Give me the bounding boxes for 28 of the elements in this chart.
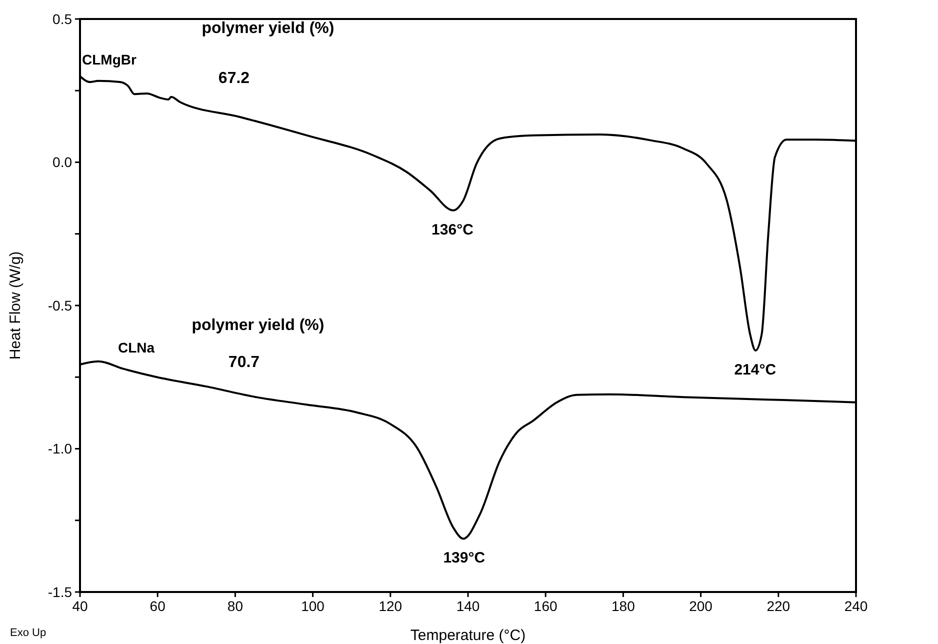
x-tick-label: 200 xyxy=(689,598,713,614)
x-tick-label: 160 xyxy=(534,598,558,614)
annotation: 214°C xyxy=(734,361,776,378)
x-tick-label: 80 xyxy=(227,598,244,614)
x-axis-title: Temperature (°C) xyxy=(410,627,526,644)
annotation: 67.2 xyxy=(218,70,250,87)
series-label: CLNa xyxy=(118,340,155,356)
x-tick-label: 120 xyxy=(378,598,402,614)
annotation: polymer yield (%) xyxy=(202,20,334,37)
annotation: 139°C xyxy=(443,550,486,567)
x-tick-label: 40 xyxy=(72,598,88,614)
text: Exo Up xyxy=(10,627,46,639)
x-tick-label: 240 xyxy=(844,598,868,614)
x-tick-label: 60 xyxy=(150,598,166,614)
x-tick-label: 100 xyxy=(301,598,325,614)
y-tick-label: -1.5 xyxy=(48,584,72,600)
annotation: 136°C xyxy=(432,221,474,238)
x-tick-label: 180 xyxy=(612,598,636,614)
y-tick-label: -0.5 xyxy=(48,297,72,314)
series-label: CLMgBr xyxy=(82,51,137,68)
x-tick-label: 220 xyxy=(766,598,790,614)
annotation: 70.7 xyxy=(228,354,260,371)
annotation: polymer yield (%) xyxy=(192,317,324,334)
x-tick-label: 140 xyxy=(456,598,480,614)
y-axis-title: Heat Flow (W/g) xyxy=(7,251,24,360)
y-tick-label: 0.5 xyxy=(52,10,72,27)
y-tick-label: -1.0 xyxy=(48,440,72,457)
y-tick-label: 0.0 xyxy=(52,154,72,170)
